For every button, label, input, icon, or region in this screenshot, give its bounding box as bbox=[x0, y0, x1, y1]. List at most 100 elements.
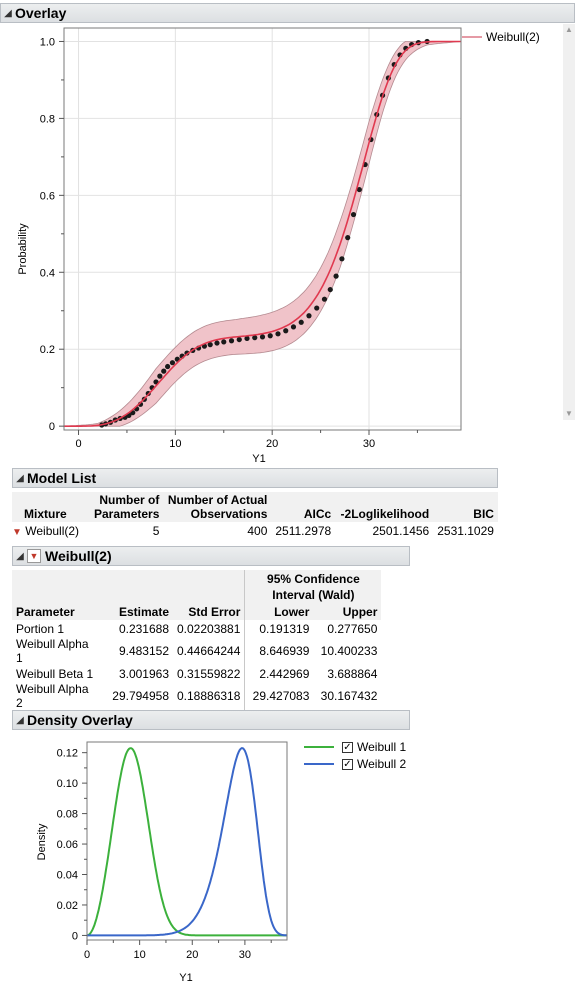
table-header-row: 95% Confidence Interval (Wald) bbox=[12, 570, 382, 604]
red-menu-icon[interactable]: ▼ bbox=[27, 549, 41, 563]
model-list-title: Model List bbox=[27, 470, 97, 486]
loglik-cell: 2501.1456 bbox=[372, 523, 430, 538]
estimate-cell: 3.001963 bbox=[118, 666, 169, 681]
upper-cell: 0.277650 bbox=[327, 621, 378, 636]
collapse-icon[interactable]: ◢ bbox=[16, 550, 24, 562]
data-point bbox=[283, 328, 289, 334]
density-axes: 0 10 20 30 0 0.02 0.04 0.06 0.08 0.10 0.12 bbox=[57, 748, 272, 961]
x-tick-label: 30 bbox=[363, 438, 375, 450]
disclosure-triangle-icon[interactable]: ▼ bbox=[12, 526, 22, 538]
cdf-axes: 0 10 20 30 0 0.2 0.4 0.6 0.8 1.0 bbox=[40, 36, 418, 450]
y-tick-label: 0.6 bbox=[40, 190, 55, 202]
weibull-header[interactable]: ◢ ▼ Weibull(2) bbox=[12, 546, 410, 566]
col-estimate[interactable]: Estimate bbox=[102, 604, 173, 620]
x-tick-label: 20 bbox=[266, 438, 278, 450]
collapse-icon[interactable]: ◢ bbox=[16, 472, 24, 484]
model-list-table: Mixture Number of Parameters Number of A… bbox=[12, 492, 498, 539]
upper-cell: 10.400233 bbox=[320, 644, 378, 658]
y-tick-label: 0.4 bbox=[40, 267, 55, 279]
scroll-up-icon[interactable]: ▲ bbox=[565, 25, 573, 34]
legend-item-weibull-1[interactable]: ✓ Weibull 1 bbox=[304, 740, 406, 754]
data-point bbox=[259, 334, 266, 340]
data-point bbox=[153, 379, 159, 385]
checkbox-checked-icon[interactable]: ✓ bbox=[342, 758, 353, 770]
data-point bbox=[350, 211, 357, 218]
cdf-fit-line bbox=[64, 40, 461, 428]
data-point bbox=[275, 331, 281, 337]
num-obs-cell: 400 bbox=[247, 523, 268, 538]
table-header-row: Mixture Number of Parameters Number of A… bbox=[12, 492, 498, 522]
ci-header: 95% Confidence Interval (Wald) bbox=[244, 570, 382, 604]
stderr-cell: 0.44664244 bbox=[173, 637, 246, 665]
y-tick-label: 0.02 bbox=[57, 900, 78, 912]
y-tick-label: 0.08 bbox=[57, 809, 78, 821]
estimate-cell: 0.231688 bbox=[118, 621, 169, 636]
data-point bbox=[314, 305, 320, 311]
density-frame bbox=[86, 741, 288, 941]
cdf-xlabel: Y1 bbox=[252, 453, 265, 465]
density-curve-2 bbox=[87, 747, 288, 937]
y-tick-label: 0.10 bbox=[57, 778, 78, 790]
col-stderr[interactable]: Std Error bbox=[173, 604, 246, 620]
mixture-cell[interactable]: ▼ Weibull(2) bbox=[12, 523, 80, 538]
table-header-row: Parameter Estimate Std Error Lower Upper bbox=[12, 604, 382, 620]
x-tick-label: 20 bbox=[186, 949, 198, 961]
table-row[interactable]: ▼ Weibull(2) 5 400 2511.2978 2501.1456 2… bbox=[12, 522, 498, 539]
y-tick-label: 0.8 bbox=[40, 113, 55, 125]
overlay-scrollbar[interactable]: ▲ ▼ bbox=[563, 24, 575, 420]
density-title: Density Overlay bbox=[27, 712, 133, 728]
legend-item-weibull-2[interactable]: ✓ Weibull 2 bbox=[304, 757, 406, 771]
data-point bbox=[157, 373, 163, 379]
x-tick-label: 0 bbox=[75, 438, 81, 450]
data-point bbox=[327, 286, 333, 293]
y-tick-label: 1.0 bbox=[40, 36, 55, 48]
model-list-header[interactable]: ◢ Model List bbox=[12, 468, 498, 488]
upper-cell: 3.688864 bbox=[327, 666, 378, 681]
collapse-icon[interactable]: ◢ bbox=[4, 7, 12, 19]
col-num-params[interactable]: Number of Parameters bbox=[90, 492, 164, 522]
checkbox-checked-icon[interactable]: ✓ bbox=[342, 741, 353, 753]
parameter-cell: Portion 1 bbox=[16, 621, 65, 636]
table-row: Portion 1 0.231688 0.02203881 0.191319 0.277… bbox=[12, 620, 381, 637]
x-tick-label: 0 bbox=[84, 949, 90, 961]
data-point bbox=[161, 368, 167, 374]
data-point bbox=[356, 186, 362, 193]
data-point bbox=[339, 256, 345, 262]
density-header[interactable]: ◢ Density Overlay bbox=[12, 710, 410, 730]
col-aicc[interactable]: AICc bbox=[271, 492, 336, 522]
y-tick-label: 0.12 bbox=[57, 748, 78, 760]
upper-cell: 30.167432 bbox=[320, 689, 378, 703]
x-tick-label: 30 bbox=[239, 949, 251, 961]
col-parameter[interactable]: Parameter bbox=[12, 604, 102, 620]
fit-line bbox=[64, 40, 461, 428]
stderr-cell: 0.31559822 bbox=[173, 665, 246, 682]
data-point bbox=[165, 363, 171, 370]
data-point bbox=[214, 340, 220, 346]
col-loglik[interactable]: -2Loglikelihood bbox=[335, 492, 434, 522]
col-lower[interactable]: Lower bbox=[244, 604, 314, 620]
data-point bbox=[252, 335, 258, 341]
collapse-icon[interactable]: ◢ bbox=[16, 714, 24, 726]
parameter-table: 95% Confidence Interval (Wald) Parameter… bbox=[12, 570, 382, 727]
data-point bbox=[290, 324, 297, 330]
parameter-cell: Weibull Beta 1 bbox=[16, 666, 94, 681]
col-num-obs[interactable]: Number of Actual Observations bbox=[163, 492, 272, 522]
data-point bbox=[333, 273, 339, 279]
y-tick-label: 0 bbox=[72, 930, 78, 942]
legend-line bbox=[304, 763, 334, 765]
table-row: Weibull Beta 1 3.001963 0.31559822 2.442969… bbox=[12, 665, 381, 682]
table-row: Weibull Alpha 1 9.483152 0.44664244 8.64693… bbox=[12, 637, 381, 665]
overlay-title: Overlay bbox=[15, 5, 67, 21]
col-bic[interactable]: BIC bbox=[433, 492, 498, 522]
col-mixture[interactable]: Mixture bbox=[12, 492, 90, 522]
col-upper[interactable]: Upper bbox=[313, 604, 382, 620]
cdf-confidence-band bbox=[63, 41, 462, 427]
data-point bbox=[169, 360, 176, 366]
scroll-down-icon[interactable]: ▼ bbox=[565, 409, 573, 418]
lower-cell: 2.442969 bbox=[259, 666, 310, 681]
estimate-cell: 9.483152 bbox=[118, 644, 169, 658]
y-tick-label: 0.04 bbox=[57, 870, 78, 882]
overlay-header[interactable]: ◢ Overlay bbox=[0, 3, 575, 23]
parameter-cell: Weibull Alpha 2 bbox=[16, 682, 89, 710]
data-point bbox=[298, 319, 304, 325]
